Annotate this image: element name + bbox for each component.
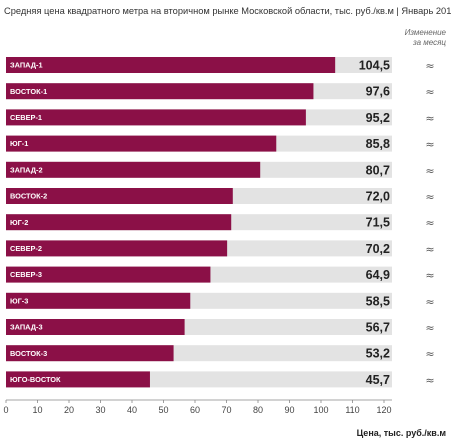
category-label: ЗАПАД-2 [10, 165, 43, 174]
x-tick-label: 0 [3, 405, 8, 415]
x-tick-label: 40 [127, 405, 137, 415]
value-label: 72,0 [366, 190, 390, 204]
bar [6, 161, 261, 178]
category-label: ЮГ-1 [10, 139, 28, 148]
bar [6, 188, 233, 204]
value-labels: 104,5 97,6 95,2 85,8 80,7 72,0 71,5 70,2 64,9 58,… [359, 59, 390, 387]
x-tick-label: 80 [253, 405, 263, 415]
change-symbol: ≈ [425, 348, 434, 361]
change-symbols: ≈ ≈ ≈ ≈ ≈ ≈ ≈ ≈ ≈ ≈ ≈ ≈ ≈ [425, 60, 434, 387]
bar [6, 135, 277, 152]
value-label: 80,7 [366, 163, 390, 177]
value-label: 71,5 [366, 216, 390, 230]
chart-title: Средняя цена квадратного метра на вторич… [4, 6, 451, 16]
x-tick-label: 70 [221, 405, 231, 415]
category-label: ЮГ-3 [10, 296, 28, 305]
category-label: ЮГ-2 [10, 218, 28, 227]
category-label: ВОСТОК-1 [10, 87, 47, 96]
category-label: ВОСТОК-3 [10, 349, 47, 358]
x-tick-label: 100 [313, 405, 328, 415]
bar [6, 214, 232, 231]
bar [6, 109, 306, 126]
category-label: СЕВЕР-1 [10, 113, 42, 122]
change-symbol: ≈ [425, 243, 434, 256]
x-tick-label: 110 [345, 405, 359, 415]
x-tick-label: 120 [376, 405, 391, 415]
value-label: 97,6 [366, 85, 390, 99]
category-label: СЕВЕР-3 [10, 270, 42, 279]
value-label: 58,5 [366, 294, 390, 308]
x-tick-label: 30 [95, 405, 105, 415]
value-label: 45,7 [366, 373, 390, 387]
change-symbol: ≈ [425, 138, 434, 151]
value-label: 53,2 [366, 347, 390, 361]
value-label: 70,2 [366, 242, 390, 256]
bars [6, 57, 336, 388]
bar [6, 83, 314, 100]
category-label: ЗАПАД-3 [10, 323, 43, 332]
change-symbol: ≈ [425, 217, 434, 230]
value-label: 104,5 [359, 59, 390, 73]
x-tick-label: 20 [64, 405, 74, 415]
category-labels: ЗАПАД-1 ВОСТОК-1 СЕВЕР-1 ЮГ-1 ЗАПАД-2 ВОСТОК-… [10, 61, 61, 384]
x-tick-label: 50 [158, 405, 168, 415]
value-label: 56,7 [366, 321, 390, 335]
change-header-line2: за месяц [413, 38, 446, 47]
value-label: 95,2 [366, 111, 390, 125]
x-tick-label: 90 [284, 405, 294, 415]
bar [6, 345, 174, 362]
bar [6, 319, 185, 335]
change-symbol: ≈ [425, 86, 434, 99]
change-symbol: ≈ [425, 269, 434, 282]
category-label: ВОСТОК-2 [10, 192, 47, 201]
x-axis-ticks: 0 10 20 30 40 50 60 70 80 90 100 110 120 [3, 400, 392, 415]
x-tick-label: 10 [32, 405, 42, 415]
x-axis-title: Цена, тыс. руб./кв.м [357, 428, 447, 438]
change-symbol: ≈ [425, 374, 434, 387]
value-label: 85,8 [366, 137, 390, 151]
x-tick-label: 60 [190, 405, 200, 415]
change-symbol: ≈ [425, 164, 434, 177]
change-symbol: ≈ [425, 112, 434, 125]
bar [6, 371, 150, 388]
change-symbol: ≈ [425, 60, 434, 73]
change-symbol: ≈ [425, 191, 434, 204]
change-header-line1: Изменение [404, 28, 446, 37]
change-symbol: ≈ [425, 295, 434, 308]
category-label: ЗАПАД-1 [10, 61, 43, 70]
change-symbol: ≈ [425, 322, 434, 335]
bar [6, 292, 191, 309]
bar [6, 240, 228, 257]
change-header: Изменение за месяц [392, 28, 446, 48]
value-label: 64,9 [366, 268, 390, 282]
category-label: СЕВЕР-2 [10, 244, 42, 253]
bar [6, 266, 211, 283]
bar [6, 57, 336, 73]
category-label: ЮГО-ВОСТОК [10, 375, 61, 384]
